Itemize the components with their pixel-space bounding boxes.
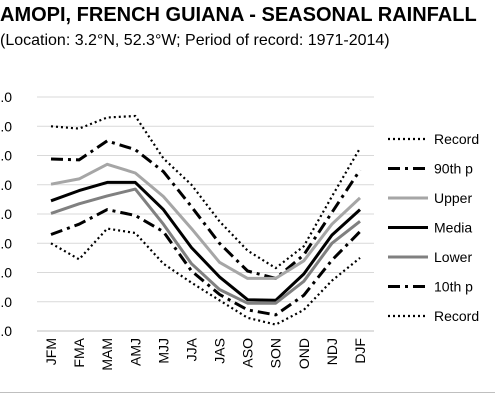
x-tick-label: ASO — [240, 338, 256, 368]
series-line — [50, 187, 361, 305]
legend-label: Record — [434, 308, 479, 324]
legend-label: 10th p — [434, 279, 473, 295]
x-tick-label: FMA — [71, 337, 87, 367]
series-line — [50, 162, 362, 280]
x-tick-label: AMJ — [127, 338, 143, 366]
x-tick-label: SON — [268, 338, 284, 368]
y-tick-label: .0 — [0, 206, 12, 222]
bottom-border — [0, 392, 495, 393]
y-tick-label: .0 — [0, 89, 12, 105]
x-tick-label: JFM — [43, 338, 59, 365]
legend-label: Lower — [434, 249, 472, 265]
legend-label: 90th p — [434, 161, 473, 177]
series-line — [50, 227, 361, 326]
x-tick-label: JJA — [183, 337, 199, 361]
x-tick-label: MAM — [99, 338, 115, 371]
chart-title: AMOPI, FRENCH GUIANA - SEASONAL RAINFALL — [0, 4, 477, 26]
y-tick-label: .0 — [0, 235, 12, 251]
series-line — [50, 114, 361, 270]
y-tick-label: .0 — [0, 323, 12, 339]
y-tick-label: .0 — [0, 294, 12, 310]
series-line — [50, 139, 362, 280]
legend-label: Upper — [434, 190, 472, 206]
y-tick-label: .0 — [0, 148, 12, 164]
x-tick-label: DJF — [352, 338, 368, 364]
legend-label: Media — [434, 220, 472, 236]
x-tick-label: MJJ — [155, 338, 171, 364]
y-tick-label: .0 — [0, 177, 12, 193]
series-line — [50, 208, 362, 317]
y-tick-label: .0 — [0, 265, 12, 281]
series-line — [50, 180, 362, 302]
x-tick-label: JAS — [212, 338, 228, 364]
x-tick-label: NDJ — [324, 338, 340, 365]
y-tick-label: .0 — [0, 118, 12, 134]
chart-subtitle: (Location: 3.2°N, 52.3°W; Period of reco… — [0, 32, 390, 49]
legend-label: Record — [434, 131, 479, 147]
x-tick-label: OND — [296, 338, 312, 369]
